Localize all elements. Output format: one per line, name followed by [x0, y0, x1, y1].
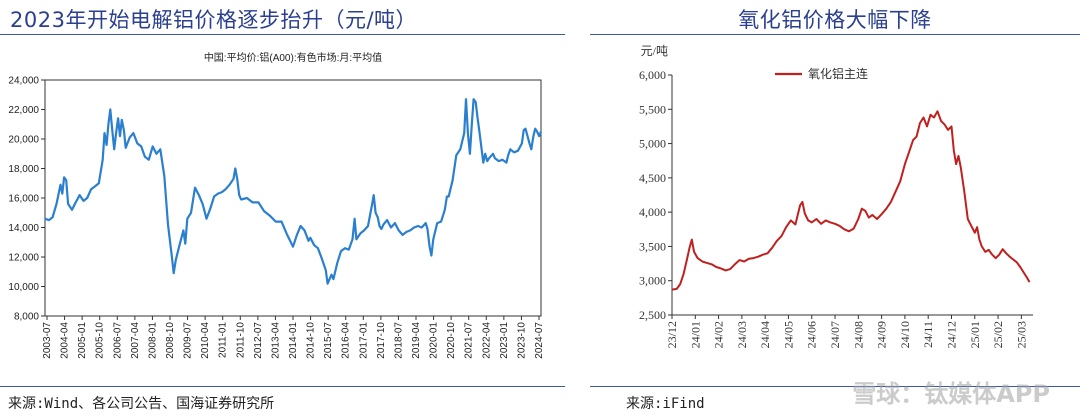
- left-chart-title: 中国:平均价:铝(A00):有色市场:月:平均值: [204, 51, 382, 64]
- left-footer-divider: [0, 386, 565, 387]
- left-x-tick-label: 2017-01: [358, 322, 369, 359]
- left-y-tick-label: 14,000: [8, 223, 39, 234]
- left-y-tick-label: 10,000: [8, 282, 39, 293]
- left-panel-title: 2023年开始电解铝价格逐步抬升（元/吨）: [10, 8, 418, 32]
- left-x-tick-label: 2012-07: [253, 322, 264, 359]
- right-x-tick-label: 24/05: [781, 321, 795, 348]
- left-x-tick-label: 2020-10: [446, 322, 457, 359]
- right-y-tick-label: 5,500: [639, 102, 666, 116]
- right-y-tick-label: 4,000: [639, 205, 666, 219]
- right-x-tick-label: 25/01: [968, 321, 982, 348]
- right-y-tick-label: 6,000: [639, 68, 666, 82]
- watermark: 雪球：钛媒体APP: [852, 380, 1050, 408]
- left-x-tick-label: 2008-10: [165, 322, 176, 359]
- right-y-axis-unit: 元/吨: [641, 44, 668, 58]
- left-x-tick-label: 2011-01: [218, 322, 229, 358]
- left-x-tick-label: 2015-07: [323, 322, 334, 359]
- left-x-tick-label: 2007-04: [130, 322, 141, 359]
- left-x-tick-label: 2010-04: [200, 322, 211, 359]
- right-source-note: 来源:iFind: [626, 396, 705, 412]
- left-x-tick-label: 2004-04: [60, 322, 71, 359]
- right-y-tick-label: 4,500: [639, 171, 666, 185]
- left-y-tick-label: 24,000: [8, 76, 39, 87]
- right-y-tick-label: 3,000: [639, 274, 666, 288]
- right-x-tick-label: 24/02: [712, 321, 726, 348]
- left-x-tick-label: 2016-04: [341, 322, 352, 359]
- left-x-tick-label: 2023-01: [499, 322, 510, 359]
- left-x-tick-label: 2024-07: [534, 322, 545, 359]
- right-footer-divider: [590, 386, 1080, 387]
- left-y-tick-label: 18,000: [8, 164, 39, 175]
- right-x-tick-label: 24/09: [875, 321, 889, 348]
- left-x-tick-label: 2005-10: [95, 322, 106, 359]
- left-x-tick-label: 2019-04: [411, 322, 422, 359]
- right-panel-title: 氧化铝价格大幅下降: [738, 8, 932, 32]
- right-x-tick-label: 24/06: [805, 321, 819, 348]
- left-x-tick-label: 2014-10: [306, 322, 317, 359]
- right-series-line: [671, 110, 1031, 291]
- left-series-line: [44, 98, 543, 285]
- right-x-tick-label: 24/11: [921, 321, 935, 348]
- right-x-tick-label: 23/12: [665, 321, 679, 348]
- left-x-tick-label: 2011-10: [235, 322, 246, 358]
- right-x-tick-label: 24/03: [735, 321, 749, 348]
- right-x-tick-label: 24/01: [688, 321, 702, 348]
- left-x-tick-label: 2023-10: [516, 322, 527, 359]
- right-x-tick-label: 24/08: [851, 321, 865, 348]
- left-x-tick-label: 2014-01: [288, 322, 299, 359]
- right-x-tick-label: 24/04: [758, 321, 772, 348]
- left-x-tick-label: 2017-10: [376, 322, 387, 359]
- left-y-tick-label: 16,000: [8, 194, 39, 205]
- right-x-tick-label: 25/02: [991, 321, 1005, 348]
- left-x-tick-label: 2005-01: [77, 322, 88, 359]
- left-y-tick-label: 12,000: [8, 253, 39, 264]
- right-x-tick-label: 25/03: [1014, 321, 1028, 348]
- left-x-tick-label: 2022-04: [481, 322, 492, 359]
- right-x-tick-label: 24/07: [828, 321, 842, 348]
- left-x-tick-label: 2008-01: [147, 322, 158, 359]
- left-x-tick-label: 2020-01: [429, 322, 440, 359]
- left-x-tick-label: 2003-07: [42, 322, 53, 359]
- left-x-tick-label: 2021-07: [464, 322, 475, 359]
- right-y-tick-label: 5,000: [639, 137, 666, 151]
- right-y-tick-label: 2,500: [639, 308, 666, 322]
- left-source-note: 来源:Wind、各公司公告、国海证券研究所: [8, 396, 275, 412]
- right-x-tick-label: 24/12: [944, 321, 958, 348]
- left-x-tick-label: 2013-04: [270, 322, 281, 359]
- right-x-tick-label: 24/10: [898, 321, 912, 348]
- left-title-divider: [0, 34, 565, 35]
- left-x-tick-label: 2006-07: [112, 322, 123, 359]
- left-x-tick-label: 2018-07: [393, 322, 404, 359]
- left-x-tick-label: 2009-07: [183, 322, 194, 359]
- right-legend-label: 氧化铝主连: [808, 66, 868, 81]
- left-y-tick-label: 20,000: [8, 135, 39, 146]
- left-y-tick-label: 8,000: [14, 312, 39, 323]
- left-y-tick-label: 22,000: [8, 105, 39, 116]
- right-title-divider: [590, 34, 1080, 35]
- right-y-tick-label: 3,500: [639, 239, 666, 253]
